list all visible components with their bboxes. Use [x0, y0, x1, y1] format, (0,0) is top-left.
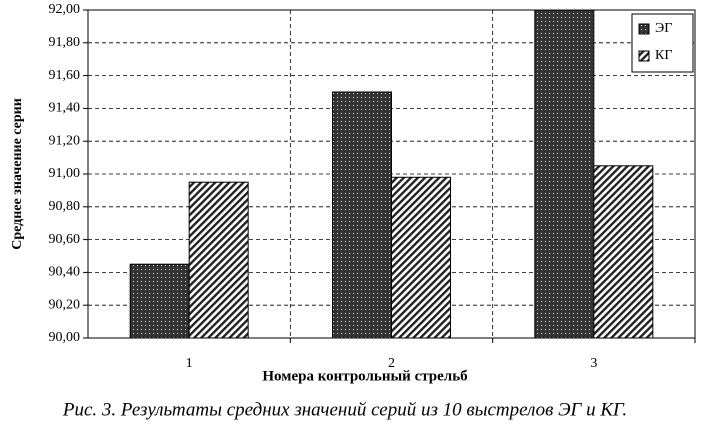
y-tick-label: 90,60: [49, 232, 81, 247]
x-axis-label: Номера контрольный стрельб: [262, 368, 467, 384]
y-tick-label: 90,40: [49, 265, 81, 280]
legend-label: КГ: [655, 48, 672, 63]
y-axis-label: Среднее значение серии: [10, 98, 25, 250]
y-tick-label: 90,80: [49, 199, 81, 214]
legend-label: ЭГ: [655, 21, 672, 36]
x-tick-label: 2: [388, 356, 395, 371]
bar: [391, 176, 451, 339]
y-tick-label: 91,20: [49, 133, 81, 148]
x-tick-label: 3: [590, 356, 597, 371]
x-tick-label: 1: [186, 356, 193, 371]
y-tick-label: 91,40: [49, 101, 81, 116]
y-tick-label: 90,00: [49, 330, 81, 345]
y-tick-label: 91,80: [49, 35, 81, 50]
y-tick-label: 91,00: [49, 166, 81, 181]
legend-swatch: [638, 23, 650, 35]
bar: [188, 181, 249, 339]
bar: [129, 263, 190, 339]
bar: [593, 165, 654, 339]
y-tick-label: 92,00: [49, 2, 81, 17]
y-tick-label: 91,60: [49, 68, 81, 83]
caption: Рис. 3. Результаты средних значений сери…: [62, 399, 627, 420]
bar: [332, 91, 392, 339]
legend-swatch: [638, 50, 650, 62]
bar: [534, 9, 595, 339]
y-tick-label: 90,20: [49, 297, 81, 312]
